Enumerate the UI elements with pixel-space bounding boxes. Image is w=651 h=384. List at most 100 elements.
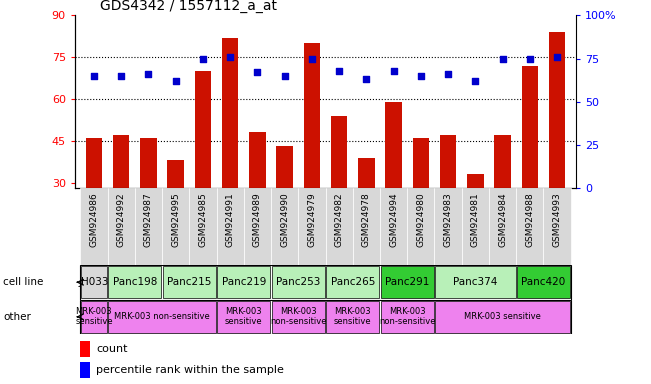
Bar	[217, 188, 243, 265]
Text: GSM924978: GSM924978	[362, 192, 371, 247]
Text: GSM924991: GSM924991	[226, 192, 234, 247]
Text: GSM924982: GSM924982	[335, 192, 344, 247]
Point	[171, 78, 181, 84]
Text: Panc420: Panc420	[521, 277, 566, 287]
Bar	[467, 174, 484, 188]
Bar	[271, 266, 325, 298]
Text: MRK-003 sensitive: MRK-003 sensitive	[464, 312, 541, 321]
Text: GSM924989: GSM924989	[253, 192, 262, 247]
Text: MRK-003 non-sensitive: MRK-003 non-sensitive	[114, 312, 210, 321]
Bar	[353, 188, 380, 265]
Bar	[489, 188, 516, 265]
Text: GDS4342 / 1557112_a_at: GDS4342 / 1557112_a_at	[100, 0, 277, 13]
Text: GSM924985: GSM924985	[199, 192, 208, 247]
Point	[443, 71, 453, 77]
Text: GSM924981: GSM924981	[471, 192, 480, 247]
Bar	[331, 116, 347, 188]
Text: percentile rank within the sample: percentile rank within the sample	[96, 365, 284, 375]
Bar	[108, 301, 216, 333]
Bar	[440, 135, 456, 188]
Bar	[271, 188, 298, 265]
Bar	[413, 138, 429, 188]
Bar	[298, 188, 326, 265]
Point	[470, 78, 480, 84]
Bar	[521, 66, 538, 188]
Bar	[217, 266, 270, 298]
Point	[361, 76, 372, 83]
Text: GSM924992: GSM924992	[117, 192, 126, 247]
Point	[252, 70, 262, 76]
Bar	[304, 43, 320, 188]
Bar	[326, 266, 380, 298]
Bar	[408, 188, 434, 265]
Text: GSM924979: GSM924979	[307, 192, 316, 247]
Bar	[517, 266, 570, 298]
Bar	[222, 38, 238, 188]
Point	[389, 68, 399, 74]
Bar	[326, 301, 380, 333]
Text: GSM924993: GSM924993	[553, 192, 562, 247]
Point	[225, 54, 236, 60]
Text: GSM924995: GSM924995	[171, 192, 180, 247]
Bar	[162, 188, 189, 265]
Text: MRK-003
non-sensitive: MRK-003 non-sensitive	[379, 307, 436, 326]
Bar	[113, 135, 130, 188]
Bar	[549, 32, 565, 188]
Text: GSM924994: GSM924994	[389, 192, 398, 247]
Point	[307, 56, 317, 62]
Bar	[195, 71, 211, 188]
Bar	[385, 102, 402, 188]
Text: JH033: JH033	[79, 277, 109, 287]
Point	[552, 54, 562, 60]
Bar	[277, 146, 293, 188]
Point	[143, 71, 154, 77]
Text: Panc253: Panc253	[276, 277, 320, 287]
Bar	[86, 138, 102, 188]
Text: GSM924988: GSM924988	[525, 192, 534, 247]
Bar	[80, 341, 90, 356]
Text: cell line: cell line	[3, 277, 44, 287]
Bar	[435, 266, 516, 298]
Bar	[243, 188, 271, 265]
Text: Panc374: Panc374	[453, 277, 497, 287]
Point	[116, 73, 126, 79]
Bar	[544, 188, 571, 265]
Point	[198, 56, 208, 62]
Text: count: count	[96, 344, 128, 354]
Point	[525, 56, 535, 62]
Point	[89, 73, 99, 79]
Bar	[271, 301, 325, 333]
Bar	[381, 266, 434, 298]
Text: Panc265: Panc265	[331, 277, 375, 287]
Text: Panc291: Panc291	[385, 277, 430, 287]
Text: Panc219: Panc219	[221, 277, 266, 287]
Point	[334, 68, 344, 74]
Text: GSM924980: GSM924980	[417, 192, 425, 247]
Point	[415, 73, 426, 79]
Text: GSM924984: GSM924984	[498, 192, 507, 247]
Bar	[516, 188, 544, 265]
Bar	[358, 157, 374, 188]
Text: Panc198: Panc198	[113, 277, 157, 287]
Bar	[494, 135, 511, 188]
Bar	[380, 188, 408, 265]
Bar	[81, 266, 107, 298]
Bar	[189, 188, 217, 265]
Bar	[163, 266, 216, 298]
Point	[497, 56, 508, 62]
Bar	[80, 188, 107, 265]
Text: MRK-003
non-sensitive: MRK-003 non-sensitive	[270, 307, 327, 326]
Text: GSM924990: GSM924990	[280, 192, 289, 247]
Bar	[140, 138, 157, 188]
Text: Panc215: Panc215	[167, 277, 212, 287]
Text: other: other	[3, 312, 31, 322]
Bar	[81, 301, 107, 333]
Text: GSM924983: GSM924983	[443, 192, 452, 247]
Bar	[167, 160, 184, 188]
Bar	[462, 188, 489, 265]
Bar	[108, 266, 161, 298]
Text: MRK-003
sensitive: MRK-003 sensitive	[75, 307, 113, 326]
Text: GSM924986: GSM924986	[89, 192, 98, 247]
Text: GSM924987: GSM924987	[144, 192, 153, 247]
Bar	[135, 188, 162, 265]
